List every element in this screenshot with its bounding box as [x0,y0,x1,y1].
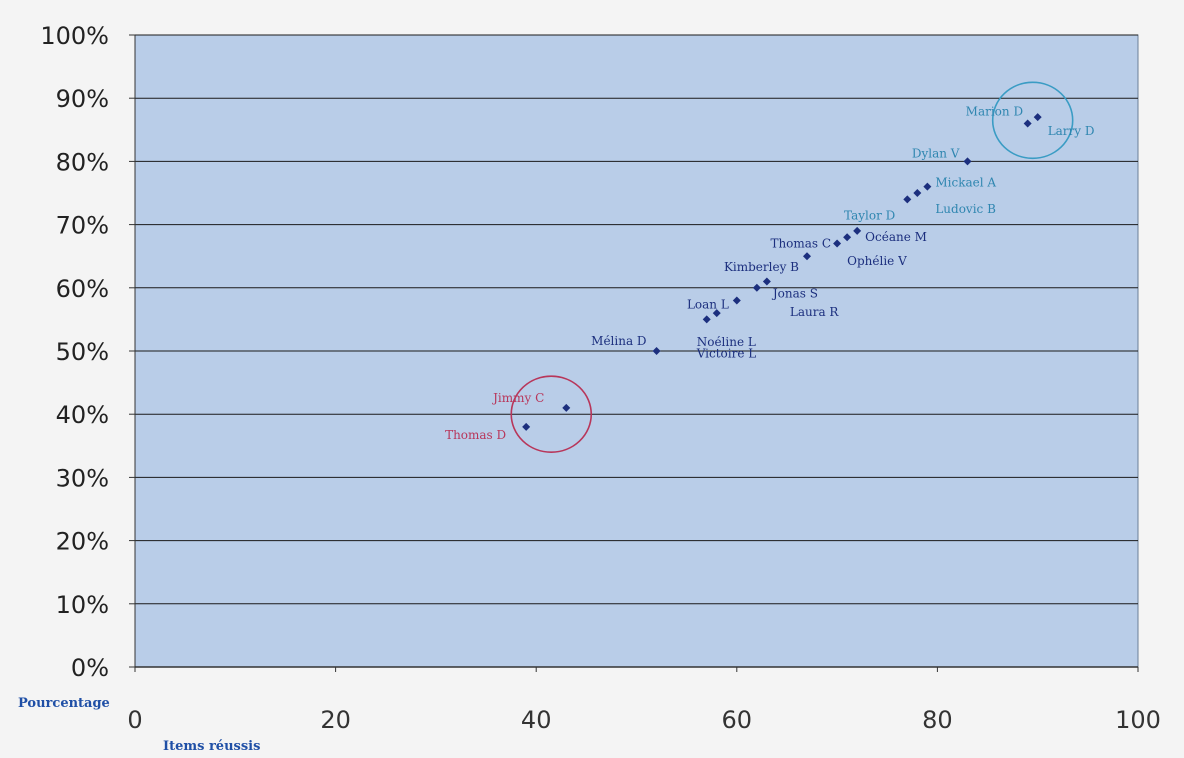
point-label: Loan L [687,297,729,311]
y-tick-label: 80% [56,148,109,176]
data-point [853,226,862,235]
y-tick-label: 60% [56,275,109,303]
y-tick-label: 0% [71,654,109,682]
x-tick-label: 100 [1115,706,1161,734]
point-label: Ophélie V [847,254,907,268]
highlight-circle [991,81,1074,160]
point-label: Taylor D [844,208,895,222]
data-point [843,233,852,242]
y-tick-label: 70% [56,212,109,240]
data-point [522,422,531,431]
data-point [913,189,922,197]
y-axis-label: Pourcentage [18,696,110,711]
data-points [522,113,1042,431]
data-point [752,283,761,292]
y-tick-label: 40% [56,401,109,429]
y-tick-label: 30% [56,464,109,492]
point-label: Jonas S [771,286,818,300]
point-label: Océane M [865,230,927,244]
data-point [702,315,711,324]
x-tick-label: 80 [922,706,953,734]
x-axis-label: Items réussis [163,739,260,754]
point-label: Dylan V [912,146,960,160]
data-point [712,309,721,318]
point-label: Thomas D [445,428,506,442]
point-label: Thomas C [770,237,831,251]
data-point [833,239,842,248]
point-label: Laura R [790,305,840,319]
highlight-circle [510,375,593,454]
x-tick-label: 20 [320,706,351,734]
point-label: Jimmy C [491,391,544,405]
data-point [1033,113,1042,122]
y-tick-label: 90% [56,85,109,113]
data-point [762,277,771,286]
point-label: Ludovic B [935,202,996,216]
y-tick-label: 50% [56,338,109,366]
point-label: Victoire L [696,346,757,360]
data-point [1023,119,1032,128]
point-label: Mélina D [591,334,646,348]
y-tick-label: 20% [56,528,109,556]
point-label: Mickael A [935,176,996,190]
data-point [923,182,932,191]
data-point [562,403,571,412]
gridlines [135,34,1138,605]
point-labels: Marion D Larry D Dylan V Mickael A Ludovic B… [445,104,1094,441]
axes: 0% 10% 20% 30% 40% 50% 60% 70% 80% 90% 100% 0 20 40 60… [40,22,1161,734]
x-tick-label: 40 [521,706,552,734]
highlight-circles [510,81,1074,454]
point-label: Marion D [966,104,1023,118]
point-label: Kimberley B [724,260,799,274]
x-tick-label: 0 [127,706,142,734]
point-label: Larry D [1048,124,1095,138]
data-point [732,296,741,305]
point-label: Noéline L [697,335,756,349]
data-point [963,157,972,166]
y-tick-label: 10% [56,591,109,619]
data-point [652,347,661,355]
data-point [803,252,812,261]
y-tick-label: 100% [40,22,109,50]
data-point [903,195,912,204]
x-tick-label: 60 [722,706,753,734]
